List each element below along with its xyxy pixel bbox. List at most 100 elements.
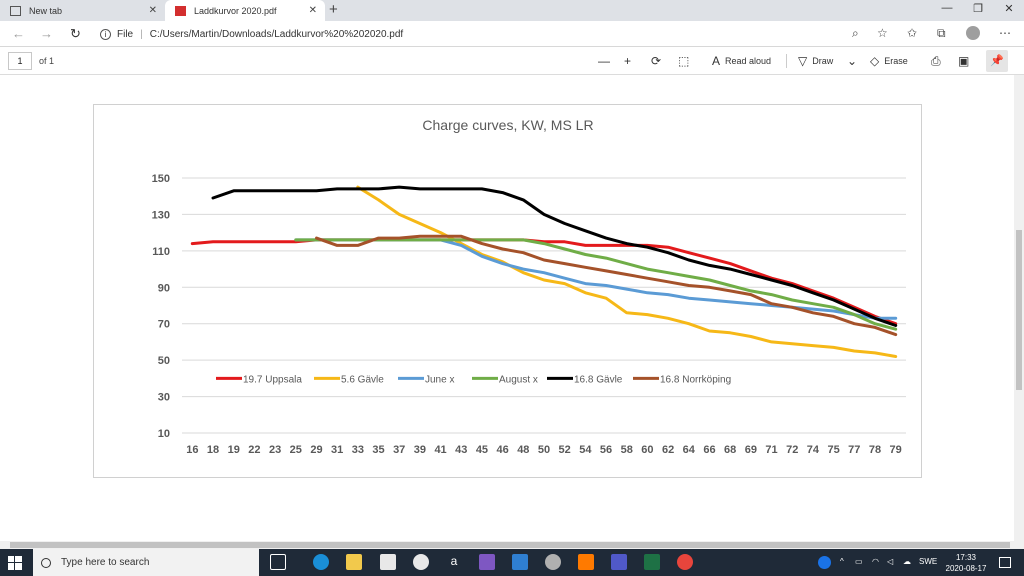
save-button[interactable]: ▣ xyxy=(958,54,974,68)
page-number-input[interactable]: 1 xyxy=(8,52,32,70)
print-icon: ⎙ xyxy=(931,54,941,68)
zoom-in-button[interactable]: + xyxy=(624,54,636,68)
y-tick-label: 50 xyxy=(158,355,170,367)
x-tick-label: 58 xyxy=(621,444,633,456)
print-button[interactable]: ⎙ xyxy=(931,54,946,69)
restore-icon[interactable]: ❐ xyxy=(973,3,983,15)
plus-icon: + xyxy=(624,54,632,68)
x-tick-label: 22 xyxy=(248,444,260,456)
close-icon[interactable]: ✕ xyxy=(148,5,157,16)
reload-icon[interactable]: ↻ xyxy=(70,26,81,41)
legend-label: 16.8 Gävle xyxy=(574,374,623,385)
draw-icon: ▽ xyxy=(798,54,808,68)
x-tick-label: 25 xyxy=(290,444,302,456)
forward-icon[interactable]: → xyxy=(40,26,53,41)
page-count: of 1 xyxy=(39,56,55,66)
x-tick-label: 60 xyxy=(641,444,653,456)
x-tick-label: 33 xyxy=(352,444,364,456)
clock[interactable]: 17:33 2020-08-17 xyxy=(943,552,989,574)
minimize-icon[interactable]: — xyxy=(941,2,953,14)
x-tick-label: 64 xyxy=(683,444,696,456)
app-icon[interactable] xyxy=(545,554,561,570)
x-tick-label: 78 xyxy=(869,444,881,456)
x-tick-label: 77 xyxy=(848,444,860,456)
help-icon[interactable] xyxy=(818,556,831,569)
scrollbar-thumb[interactable] xyxy=(10,542,1010,548)
y-tick-label: 90 xyxy=(158,282,170,294)
x-tick-label: 62 xyxy=(662,444,674,456)
new-tab-button[interactable]: + xyxy=(329,1,338,18)
favorite-star-icon[interactable]: ☆ xyxy=(877,26,888,40)
page-icon xyxy=(10,5,21,16)
favorites-icon[interactable]: ✩ xyxy=(907,26,918,40)
x-tick-label: 29 xyxy=(310,444,322,456)
chart-title: Charge curves, KW, MS LR xyxy=(422,117,593,133)
x-tick-label: 52 xyxy=(559,444,571,456)
taskbar-search[interactable]: Type here to search xyxy=(33,549,259,576)
series-line xyxy=(294,238,898,320)
wifi-icon[interactable]: ◠ xyxy=(872,557,879,566)
clock-date: 2020-08-17 xyxy=(945,564,987,573)
profile-avatar[interactable] xyxy=(966,26,980,40)
dropbox-icon[interactable] xyxy=(413,554,429,570)
x-tick-label: 75 xyxy=(827,444,839,456)
x-tick-label: 19 xyxy=(228,444,240,456)
chrome-icon[interactable] xyxy=(677,554,693,570)
back-icon[interactable]: ← xyxy=(12,26,25,41)
x-tick-label: 46 xyxy=(497,444,509,456)
task-view-icon[interactable] xyxy=(270,554,286,570)
tab-new-tab[interactable]: New tab ✕ xyxy=(0,0,165,21)
mail-icon[interactable] xyxy=(512,554,528,570)
battery-icon[interactable]: ▭ xyxy=(855,557,863,566)
volume-icon[interactable]: ◁ xyxy=(887,557,894,566)
x-tick-label: 69 xyxy=(745,444,757,456)
legend-label: 16.8 Norrköping xyxy=(660,374,731,385)
pin-toolbar-button[interactable]: 📌 xyxy=(986,50,1008,72)
amazon-icon[interactable]: a xyxy=(450,554,458,568)
x-tick-label: 16 xyxy=(186,444,198,456)
info-icon[interactable]: i xyxy=(100,28,111,40)
horizontal-scrollbar[interactable] xyxy=(0,541,1024,549)
close-icon[interactable]: ✕ xyxy=(308,5,317,16)
onedrive-icon[interactable]: ☁ xyxy=(903,557,911,566)
series-line xyxy=(211,185,898,327)
x-tick-label: 54 xyxy=(579,444,592,456)
vertical-scrollbar[interactable] xyxy=(1014,75,1024,541)
excel-icon[interactable] xyxy=(644,554,660,570)
read-aloud-button[interactable]: A Read aloud xyxy=(712,54,771,68)
windows-start-icon[interactable] xyxy=(8,556,22,570)
tab-label: Laddkurvor 2020.pdf xyxy=(194,5,277,16)
url-field[interactable]: i File | C:/Users/Martin/Downloads/Laddk… xyxy=(100,25,900,43)
file-explorer-icon[interactable] xyxy=(346,554,362,570)
chevron-down-icon: ⌄ xyxy=(847,54,858,68)
zoom-icon[interactable]: ⌕ xyxy=(852,26,859,40)
more-icon[interactable]: ⋯ xyxy=(999,26,1011,40)
visual-studio-icon[interactable] xyxy=(479,554,495,570)
eraser-icon: ◇ xyxy=(870,54,880,68)
store-icon[interactable] xyxy=(380,554,396,570)
erase-label: Erase xyxy=(884,56,908,66)
x-tick-label: 35 xyxy=(372,444,384,456)
zoom-out-button[interactable]: — xyxy=(598,54,615,68)
rotate-icon: ⟳ xyxy=(651,54,662,68)
y-tick-label: 10 xyxy=(158,428,170,440)
y-tick-label: 30 xyxy=(158,392,170,404)
notifications-icon[interactable] xyxy=(999,557,1011,568)
edge-icon[interactable] xyxy=(313,554,329,570)
erase-button[interactable]: ◇ Erase xyxy=(870,54,908,68)
close-window-icon[interactable]: ✕ xyxy=(1004,3,1014,15)
x-tick-label: 71 xyxy=(765,444,777,456)
language-indicator[interactable]: SWE xyxy=(919,557,938,566)
x-tick-label: 66 xyxy=(703,444,715,456)
chevron-up-icon[interactable]: ^ xyxy=(840,557,844,566)
draw-button[interactable]: ▽ Draw xyxy=(798,54,833,68)
collections-icon[interactable]: ⧉ xyxy=(937,26,946,40)
draw-options-button[interactable]: ⌄ xyxy=(847,54,862,68)
legend-label: 5.6 Gävle xyxy=(341,374,384,385)
rotate-button[interactable]: ⟳ xyxy=(651,54,666,68)
app-icon[interactable] xyxy=(578,554,594,570)
tab-pdf[interactable]: Laddkurvor 2020.pdf ✕ xyxy=(165,0,325,21)
scrollbar-thumb[interactable] xyxy=(1016,230,1022,390)
teams-icon[interactable] xyxy=(611,554,627,570)
fit-page-button[interactable]: ⬚ xyxy=(678,54,694,68)
